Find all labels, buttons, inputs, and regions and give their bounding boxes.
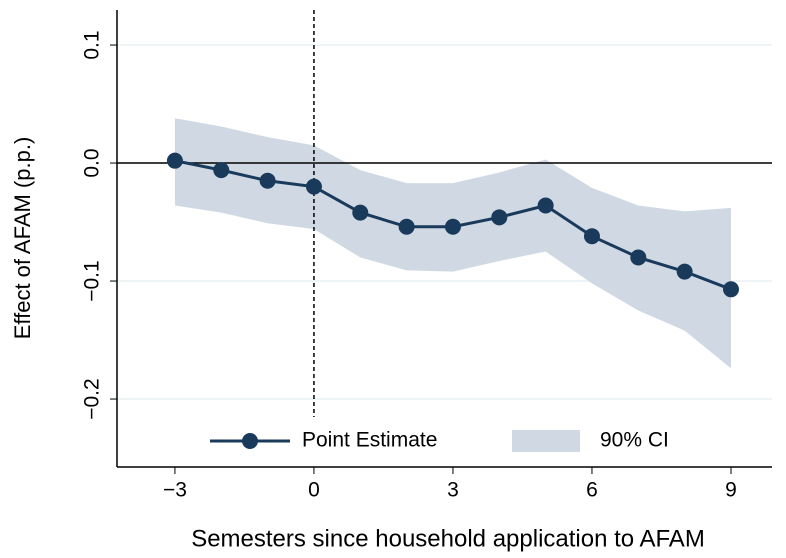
point-marker [676, 263, 693, 280]
point-marker [630, 249, 647, 266]
x-axis-label: Semesters since household application to… [191, 525, 705, 552]
point-marker [213, 162, 230, 179]
y-tick-label: −0.2 [81, 378, 104, 419]
y-tick-label: −0.1 [81, 260, 104, 301]
x-tick-label: 0 [308, 479, 320, 502]
legend-marker [242, 433, 258, 449]
x-tick-label: 6 [586, 479, 598, 502]
legend-swatch [512, 430, 580, 452]
y-tick-label: 0.0 [81, 148, 104, 177]
point-marker [398, 218, 415, 235]
point-marker [259, 172, 276, 189]
point-marker [444, 218, 461, 235]
x-tick-label: 9 [725, 479, 737, 502]
point-marker [305, 178, 322, 195]
x-tick-label: 3 [447, 479, 459, 502]
x-tick-label: −3 [163, 479, 187, 502]
point-marker [491, 209, 508, 226]
point-marker [352, 204, 369, 221]
y-tick-label: 0.1 [81, 30, 104, 59]
point-marker [166, 152, 183, 169]
point-marker [537, 197, 554, 214]
point-marker [722, 281, 739, 298]
legend-label: Point Estimate [302, 429, 437, 452]
point-marker [583, 228, 600, 245]
y-axis-label: Effect of AFAM (p.p.) [10, 137, 35, 340]
legend-label: 90% CI [600, 429, 669, 452]
ci-band [174, 118, 731, 369]
